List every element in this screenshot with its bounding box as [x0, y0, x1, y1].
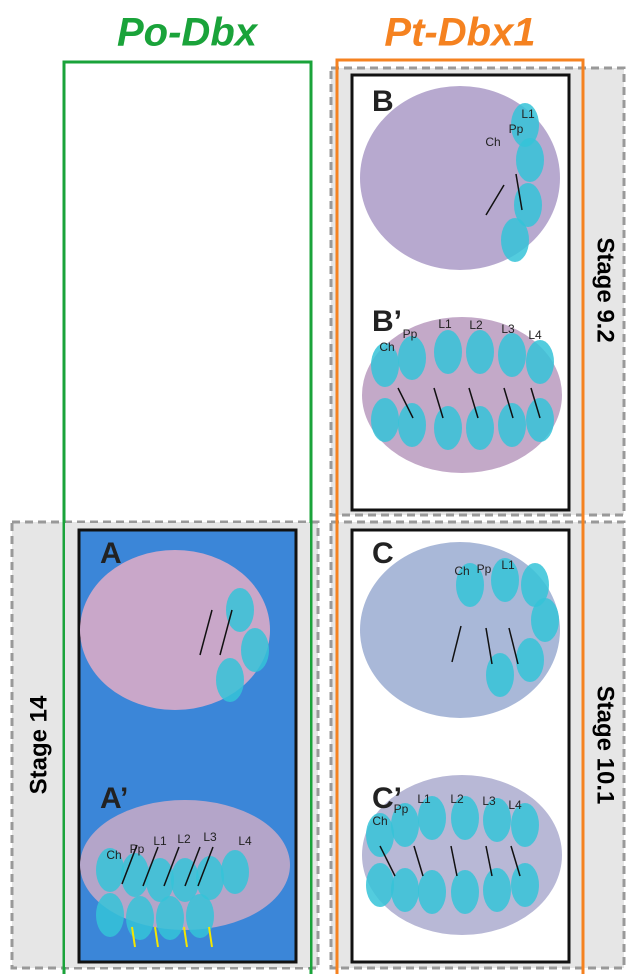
annotation: Ch — [106, 848, 121, 862]
annotation: Ch — [372, 814, 387, 828]
limb-bud — [241, 628, 269, 672]
figure: Po-Dbx Pt-Dbx1 Stage 9.2 Stage 10.1 Stag… — [0, 0, 626, 974]
annotation: L1 — [438, 317, 452, 331]
stage-label: Stage 10.1 — [592, 686, 619, 805]
limb-bud — [216, 658, 244, 702]
limb-bud — [434, 330, 462, 374]
stage-label: Stage 14 — [25, 695, 52, 794]
annotation: Ch — [379, 340, 394, 354]
limb-bud — [498, 403, 526, 447]
annotation: Pp — [509, 122, 524, 136]
annotation: L3 — [482, 794, 496, 808]
limb-bud — [486, 653, 514, 697]
limb-bud — [511, 863, 539, 907]
limb-bud — [498, 333, 526, 377]
limb-bud — [156, 896, 184, 940]
limb-bud — [526, 398, 554, 442]
limb-bud — [516, 138, 544, 182]
annotation: L2 — [469, 318, 483, 332]
annotation: L2 — [177, 832, 191, 846]
annotation: L4 — [528, 328, 542, 342]
annotation: L1 — [521, 107, 535, 121]
limb-bud — [516, 638, 544, 682]
annotation: L4 — [238, 834, 252, 848]
annotation: Ch — [485, 135, 500, 149]
limb-bud — [171, 858, 199, 902]
limb-bud — [501, 218, 529, 262]
limb-bud — [398, 403, 426, 447]
annotation: L1 — [417, 792, 431, 806]
limb-bud — [221, 850, 249, 894]
panel-label: C — [372, 537, 394, 570]
limb-bud — [434, 406, 462, 450]
annotation: Pp — [477, 562, 492, 576]
annotation: L3 — [203, 830, 217, 844]
limb-bud — [146, 858, 174, 902]
column-title: Po-Dbx — [117, 11, 259, 55]
annotation: L4 — [508, 798, 522, 812]
panel-label: A — [100, 537, 122, 570]
panel-label: B — [372, 85, 394, 118]
panel-label: B’ — [372, 305, 402, 338]
limb-bud — [366, 863, 394, 907]
limb-bud — [196, 856, 224, 900]
annotation: Pp — [403, 327, 418, 341]
limb-bud — [96, 893, 124, 937]
limb-bud — [466, 406, 494, 450]
limb-bud — [418, 870, 446, 914]
limb-bud — [398, 336, 426, 380]
annotation: L1 — [153, 834, 167, 848]
stage-label: Stage 9.2 — [592, 237, 619, 342]
limb-bud — [466, 330, 494, 374]
column-title: Pt-Dbx1 — [384, 11, 535, 55]
limb-bud — [531, 598, 559, 642]
limb-bud — [483, 868, 511, 912]
limb-bud — [526, 340, 554, 384]
annotation: Pp — [394, 802, 409, 816]
annotation: Pp — [130, 842, 145, 856]
limb-bud — [451, 870, 479, 914]
panel-label: A’ — [100, 782, 128, 815]
annotation: L1 — [501, 558, 515, 572]
limb-bud — [226, 588, 254, 632]
annotation: L2 — [450, 792, 464, 806]
annotation: L3 — [501, 322, 515, 336]
limb-bud — [371, 398, 399, 442]
limb-bud — [391, 868, 419, 912]
annotation: Ch — [454, 564, 469, 578]
limb-bud — [126, 896, 154, 940]
